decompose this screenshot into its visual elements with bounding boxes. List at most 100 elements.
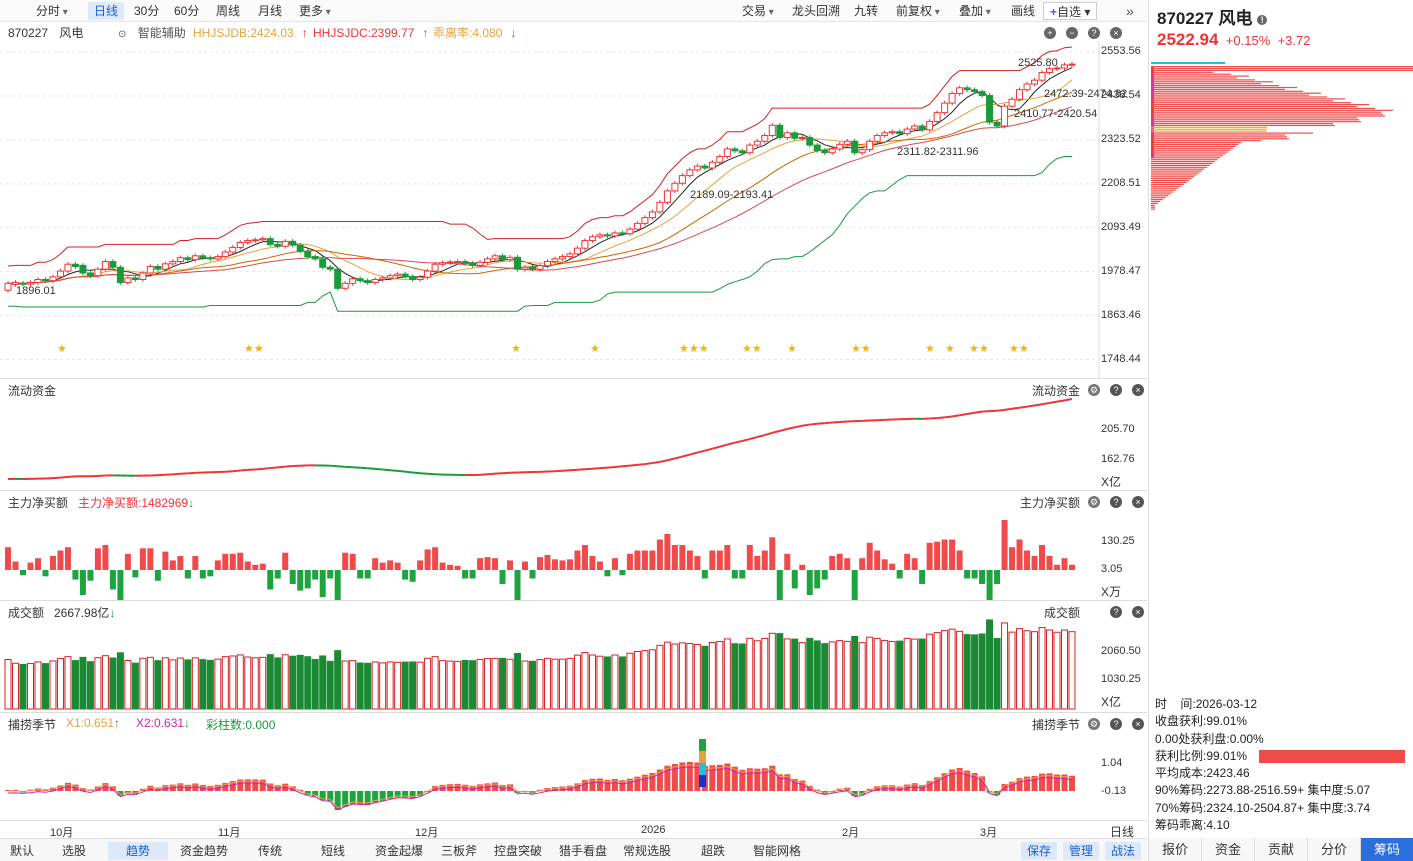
net-bar <box>934 541 941 570</box>
candle-body <box>858 149 866 154</box>
leader-review-button[interactable]: 龙头回溯 <box>792 4 841 18</box>
net-bar <box>87 570 94 581</box>
manage-button[interactable]: 管理 <box>1063 842 1100 860</box>
info-icon[interactable]: ! <box>1257 14 1268 25</box>
smart-assist-toggle[interactable]: ⊙ 智能辅助 <box>118 26 186 40</box>
strategy-traditional[interactable]: 传统 <box>258 844 283 858</box>
help-icon[interactable]: ? <box>1110 384 1122 396</box>
turnover-bar <box>244 656 252 710</box>
season-bar <box>304 791 311 795</box>
strategy-three-axe[interactable]: 三板斧 <box>441 844 478 858</box>
candle-body <box>371 278 379 284</box>
chip-zero-profit: 0.00处获利盘:0.00% <box>1155 731 1264 746</box>
net-bar <box>289 570 296 584</box>
overlay-button[interactable]: 叠加 <box>953 2 997 20</box>
help-icon[interactable]: ? <box>1088 27 1100 39</box>
strategy-trend[interactable]: 趋势 <box>108 842 168 860</box>
turnover-bar <box>49 660 57 710</box>
strategy-default[interactable]: 默认 <box>10 844 35 858</box>
flow-segment <box>802 423 810 427</box>
chip-bar <box>1151 140 1261 142</box>
chip-bar <box>1151 111 1381 113</box>
strategy-fund-burst[interactable]: 资金起爆 <box>375 844 424 858</box>
right-tab-price-dist[interactable]: 分价 <box>1307 838 1360 861</box>
strategy-short[interactable]: 短线 <box>321 844 346 858</box>
adjust-button[interactable]: 前复权 <box>890 2 946 20</box>
chip-bar <box>1151 115 1385 117</box>
strategy-hunter[interactable]: 猎手看盘 <box>559 844 608 858</box>
season-bar <box>1016 778 1023 791</box>
flow-segment <box>682 453 691 458</box>
season-bar <box>769 765 776 791</box>
nine-turn-button[interactable]: 九转 <box>854 4 879 18</box>
season-bar <box>432 786 439 791</box>
candle-body <box>791 132 799 139</box>
settings-icon[interactable]: ⚙ <box>1088 718 1100 730</box>
turnover-bar <box>641 650 649 710</box>
tab-60min[interactable]: 60分 <box>174 4 200 18</box>
right-tab-quote[interactable]: 报价 <box>1148 838 1201 861</box>
signal-star-icon: ★ <box>511 343 521 355</box>
annotation-3: 2311.82-2311.96 <box>897 146 979 158</box>
help-icon[interactable]: ? <box>1110 496 1122 508</box>
net-bar <box>641 550 648 570</box>
tab-weekly[interactable]: 周线 <box>216 4 241 18</box>
strategy-fund-trend[interactable]: 资金趋势 <box>180 844 229 858</box>
tab-monthly[interactable]: 月线 <box>258 4 283 18</box>
close-icon[interactable]: × <box>1132 718 1144 730</box>
close-icon[interactable]: × <box>1132 384 1144 396</box>
close-icon[interactable]: × <box>1110 27 1122 39</box>
tab-timeshare[interactable]: 分时 <box>30 2 74 20</box>
season-bar <box>222 782 229 791</box>
right-tab-chips[interactable]: 筹码 <box>1360 838 1413 861</box>
settings-icon[interactable]: ⚙ <box>1088 496 1100 508</box>
strategy-oversold[interactable]: 超跌 <box>701 844 726 858</box>
flow-segment <box>367 467 376 470</box>
net-bar <box>484 557 491 570</box>
net-bar <box>267 570 274 590</box>
help-icon[interactable]: ? <box>1110 718 1122 730</box>
net-bar <box>162 551 169 570</box>
chip-bar <box>1151 157 1221 159</box>
candle-body <box>116 266 124 284</box>
collapse-icon[interactable]: » <box>1126 3 1134 19</box>
tab-more[interactable]: 更多 <box>293 2 337 20</box>
net-bar <box>559 560 566 570</box>
strategy-grid[interactable]: 智能网格 <box>753 844 802 858</box>
tab-30min[interactable]: 30分 <box>134 4 160 18</box>
turnover-bar <box>746 637 754 710</box>
add-icon[interactable]: + <box>1044 27 1056 39</box>
flow-segment <box>824 421 833 425</box>
candle-body <box>71 263 79 268</box>
flow-segment <box>944 415 953 419</box>
tab-daily[interactable]: 日线 <box>88 2 125 20</box>
candle-body <box>723 148 731 158</box>
draw-button[interactable]: 画线 <box>1011 4 1036 18</box>
strategy-select-stock[interactable]: 选股 <box>62 844 87 858</box>
net-bar <box>731 570 738 579</box>
turnover-bar <box>573 654 581 710</box>
season-bar <box>244 779 251 791</box>
flow-title-right: 流动资金 <box>1032 384 1081 398</box>
flow-segment <box>809 422 818 426</box>
season-bar <box>964 770 971 791</box>
close-icon[interactable]: × <box>1132 496 1144 508</box>
strategy-control[interactable]: 控盘突破 <box>494 844 543 858</box>
right-tab-funds[interactable]: 资金 <box>1201 838 1254 861</box>
trade-button[interactable]: 交易 <box>736 2 780 20</box>
turnover-bar <box>1031 631 1039 710</box>
help-icon[interactable]: ? <box>1110 606 1122 618</box>
signal-star-icon: ★★ <box>244 343 264 355</box>
right-tab-contribution[interactable]: 贡献 <box>1254 838 1307 861</box>
chip-bar <box>1151 172 1200 174</box>
strategy-normal[interactable]: 常规选股 <box>623 844 672 858</box>
settings-icon[interactable]: ⚙ <box>1088 384 1100 396</box>
save-button[interactable]: 保存 <box>1021 842 1058 860</box>
candlestick-chart[interactable] <box>0 42 1147 378</box>
net-bar <box>462 570 469 579</box>
tactics-button[interactable]: 战法 <box>1105 842 1142 860</box>
turnover-bar <box>783 638 791 710</box>
add-watchlist-button[interactable]: +自选 ▾ <box>1043 2 1098 20</box>
minus-icon[interactable]: − <box>1066 27 1078 39</box>
close-icon[interactable]: × <box>1132 606 1144 618</box>
